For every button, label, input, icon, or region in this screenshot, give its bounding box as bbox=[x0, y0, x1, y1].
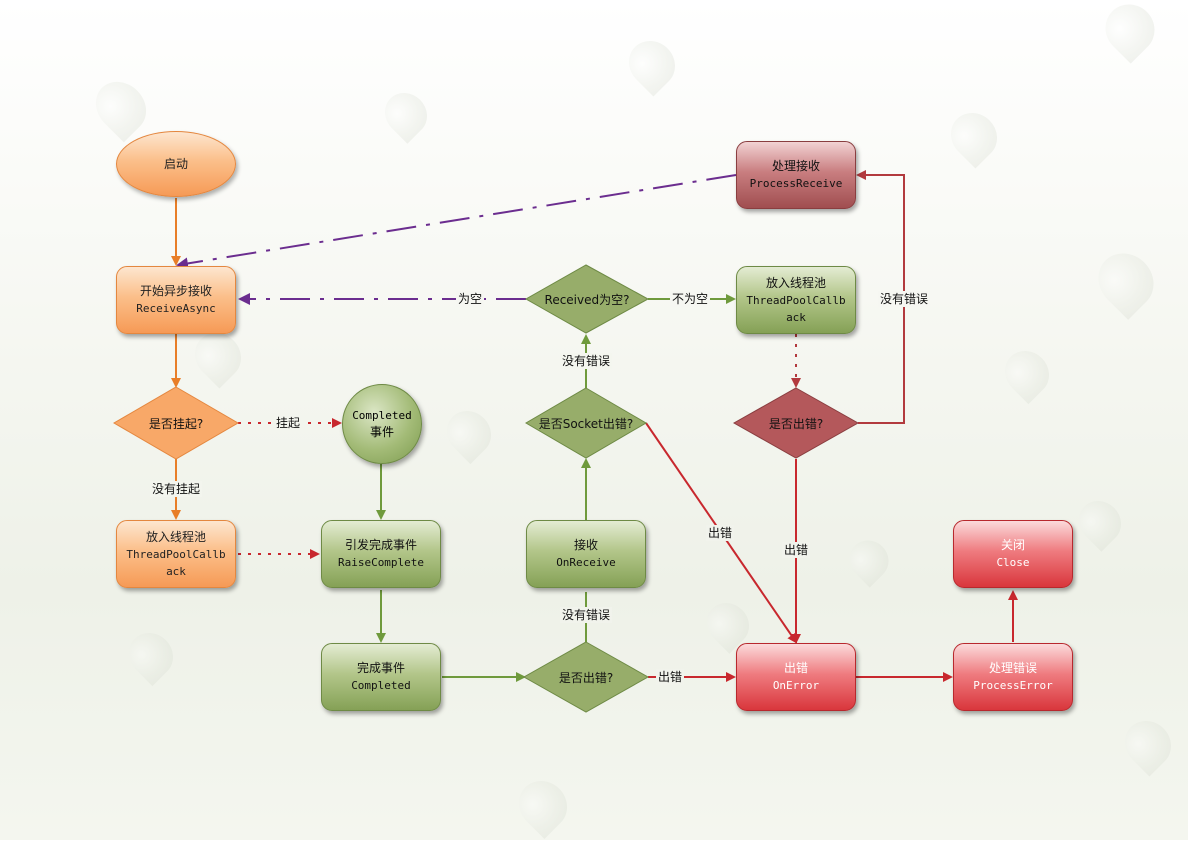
edge-label-error-bottom: 出错 bbox=[655, 669, 685, 685]
is-error-right-label: 是否出错? bbox=[768, 416, 824, 431]
complete-event-node: 完成事件 Completed bbox=[321, 643, 441, 711]
process-error-label-en: ProcessError bbox=[973, 679, 1053, 692]
socket-error-node: 是否Socket出错? bbox=[526, 388, 646, 458]
completed-event-node: Completed 事件 bbox=[342, 384, 422, 464]
raise-complete-node: 引发完成事件 RaiseComplete bbox=[321, 520, 441, 588]
start-node: 启动 bbox=[116, 131, 236, 197]
on-receive-node: 接收 OnReceive bbox=[526, 520, 646, 588]
process-error-label-cn: 处理错误 bbox=[988, 661, 1037, 675]
threadpool-left-label-en2: ack bbox=[166, 564, 186, 578]
edge-label-is-empty: 为空 bbox=[455, 291, 485, 307]
edge-label-no-error-right: 没有错误 bbox=[877, 291, 931, 307]
edge-label-not-pending: 没有挂起 bbox=[149, 481, 203, 497]
raise-complete-label-en: RaiseComplete bbox=[337, 556, 425, 569]
close-node: 关闭 Close bbox=[953, 520, 1073, 588]
process-receive-label-en: ProcessReceive bbox=[749, 177, 843, 190]
edge-label-error-socket: 出错 bbox=[705, 525, 735, 541]
edge-process-receive-to-begin bbox=[176, 174, 737, 270]
diamond-is-pending-shape bbox=[113, 386, 239, 460]
begin-receive-label-cn: 开始异步接收 bbox=[139, 284, 212, 298]
threadpool-left-label-cn: 放入线程池 bbox=[145, 529, 206, 544]
completed-event-label-en: Completed bbox=[352, 409, 412, 422]
socket-error-label: 是否Socket出错? bbox=[538, 416, 634, 431]
close-label-en: Close bbox=[996, 556, 1030, 569]
begin-receive-label-en: ReceiveAsync bbox=[136, 302, 216, 315]
is-error-bottom-label: 是否出错? bbox=[558, 670, 614, 685]
is-error-right-node: 是否出错? bbox=[734, 388, 858, 458]
received-empty-label: Received为空? bbox=[544, 292, 630, 307]
begin-receive-node: 开始异步接收 ReceiveAsync bbox=[116, 266, 236, 334]
completed-event-label-cn: 事件 bbox=[369, 425, 394, 439]
edge-label-not-empty: 不为空 bbox=[669, 291, 711, 307]
threadpool-right-node: 放入线程池 ThreadPoolCallb ack bbox=[736, 266, 856, 334]
complete-event-label-en: Completed bbox=[351, 679, 411, 692]
is-error-bottom-node: 是否出错? bbox=[524, 642, 648, 712]
diamond-is-error-right-shape bbox=[732, 387, 860, 459]
threadpool-left-node: 放入线程池 ThreadPoolCallb ack bbox=[116, 520, 236, 588]
threadpool-right-label-en1: ThreadPoolCallb bbox=[746, 293, 846, 307]
edge-label-error-right: 出错 bbox=[781, 542, 811, 558]
process-error-node: 处理错误 ProcessError bbox=[953, 643, 1073, 711]
on-error-label-en: OnError bbox=[772, 679, 820, 692]
raise-complete-label-cn: 引发完成事件 bbox=[344, 538, 417, 552]
is-pending-label: 是否挂起? bbox=[148, 416, 204, 431]
close-label-cn: 关闭 bbox=[1000, 538, 1025, 552]
process-receive-node: 处理接收 ProcessReceive bbox=[736, 141, 856, 209]
threadpool-right-label-en2: ack bbox=[786, 310, 806, 324]
edge-label-pending: 挂起 bbox=[273, 415, 303, 431]
complete-event-label-cn: 完成事件 bbox=[356, 661, 405, 675]
on-receive-label-en: OnReceive bbox=[556, 556, 616, 569]
edge-label-no-error-up: 没有错误 bbox=[559, 353, 613, 369]
on-error-label-cn: 出错 bbox=[783, 661, 808, 675]
diamond-socket-error-shape bbox=[525, 387, 647, 459]
threadpool-right-label-cn: 放入线程池 bbox=[765, 275, 826, 290]
is-pending-node: 是否挂起? bbox=[114, 387, 238, 459]
edge-label-no-error-mid: 没有错误 bbox=[559, 607, 613, 623]
start-label: 启动 bbox=[163, 156, 188, 171]
diamond-received-empty-shape bbox=[524, 264, 650, 334]
process-receive-label-cn: 处理接收 bbox=[771, 159, 820, 173]
on-receive-label-cn: 接收 bbox=[573, 538, 598, 552]
diamond-is-error-bottom-shape bbox=[522, 641, 650, 713]
received-empty-node: Received为空? bbox=[526, 265, 648, 333]
on-error-node: 出错 OnError bbox=[736, 643, 856, 711]
threadpool-left-label-en1: ThreadPoolCallb bbox=[126, 547, 226, 561]
